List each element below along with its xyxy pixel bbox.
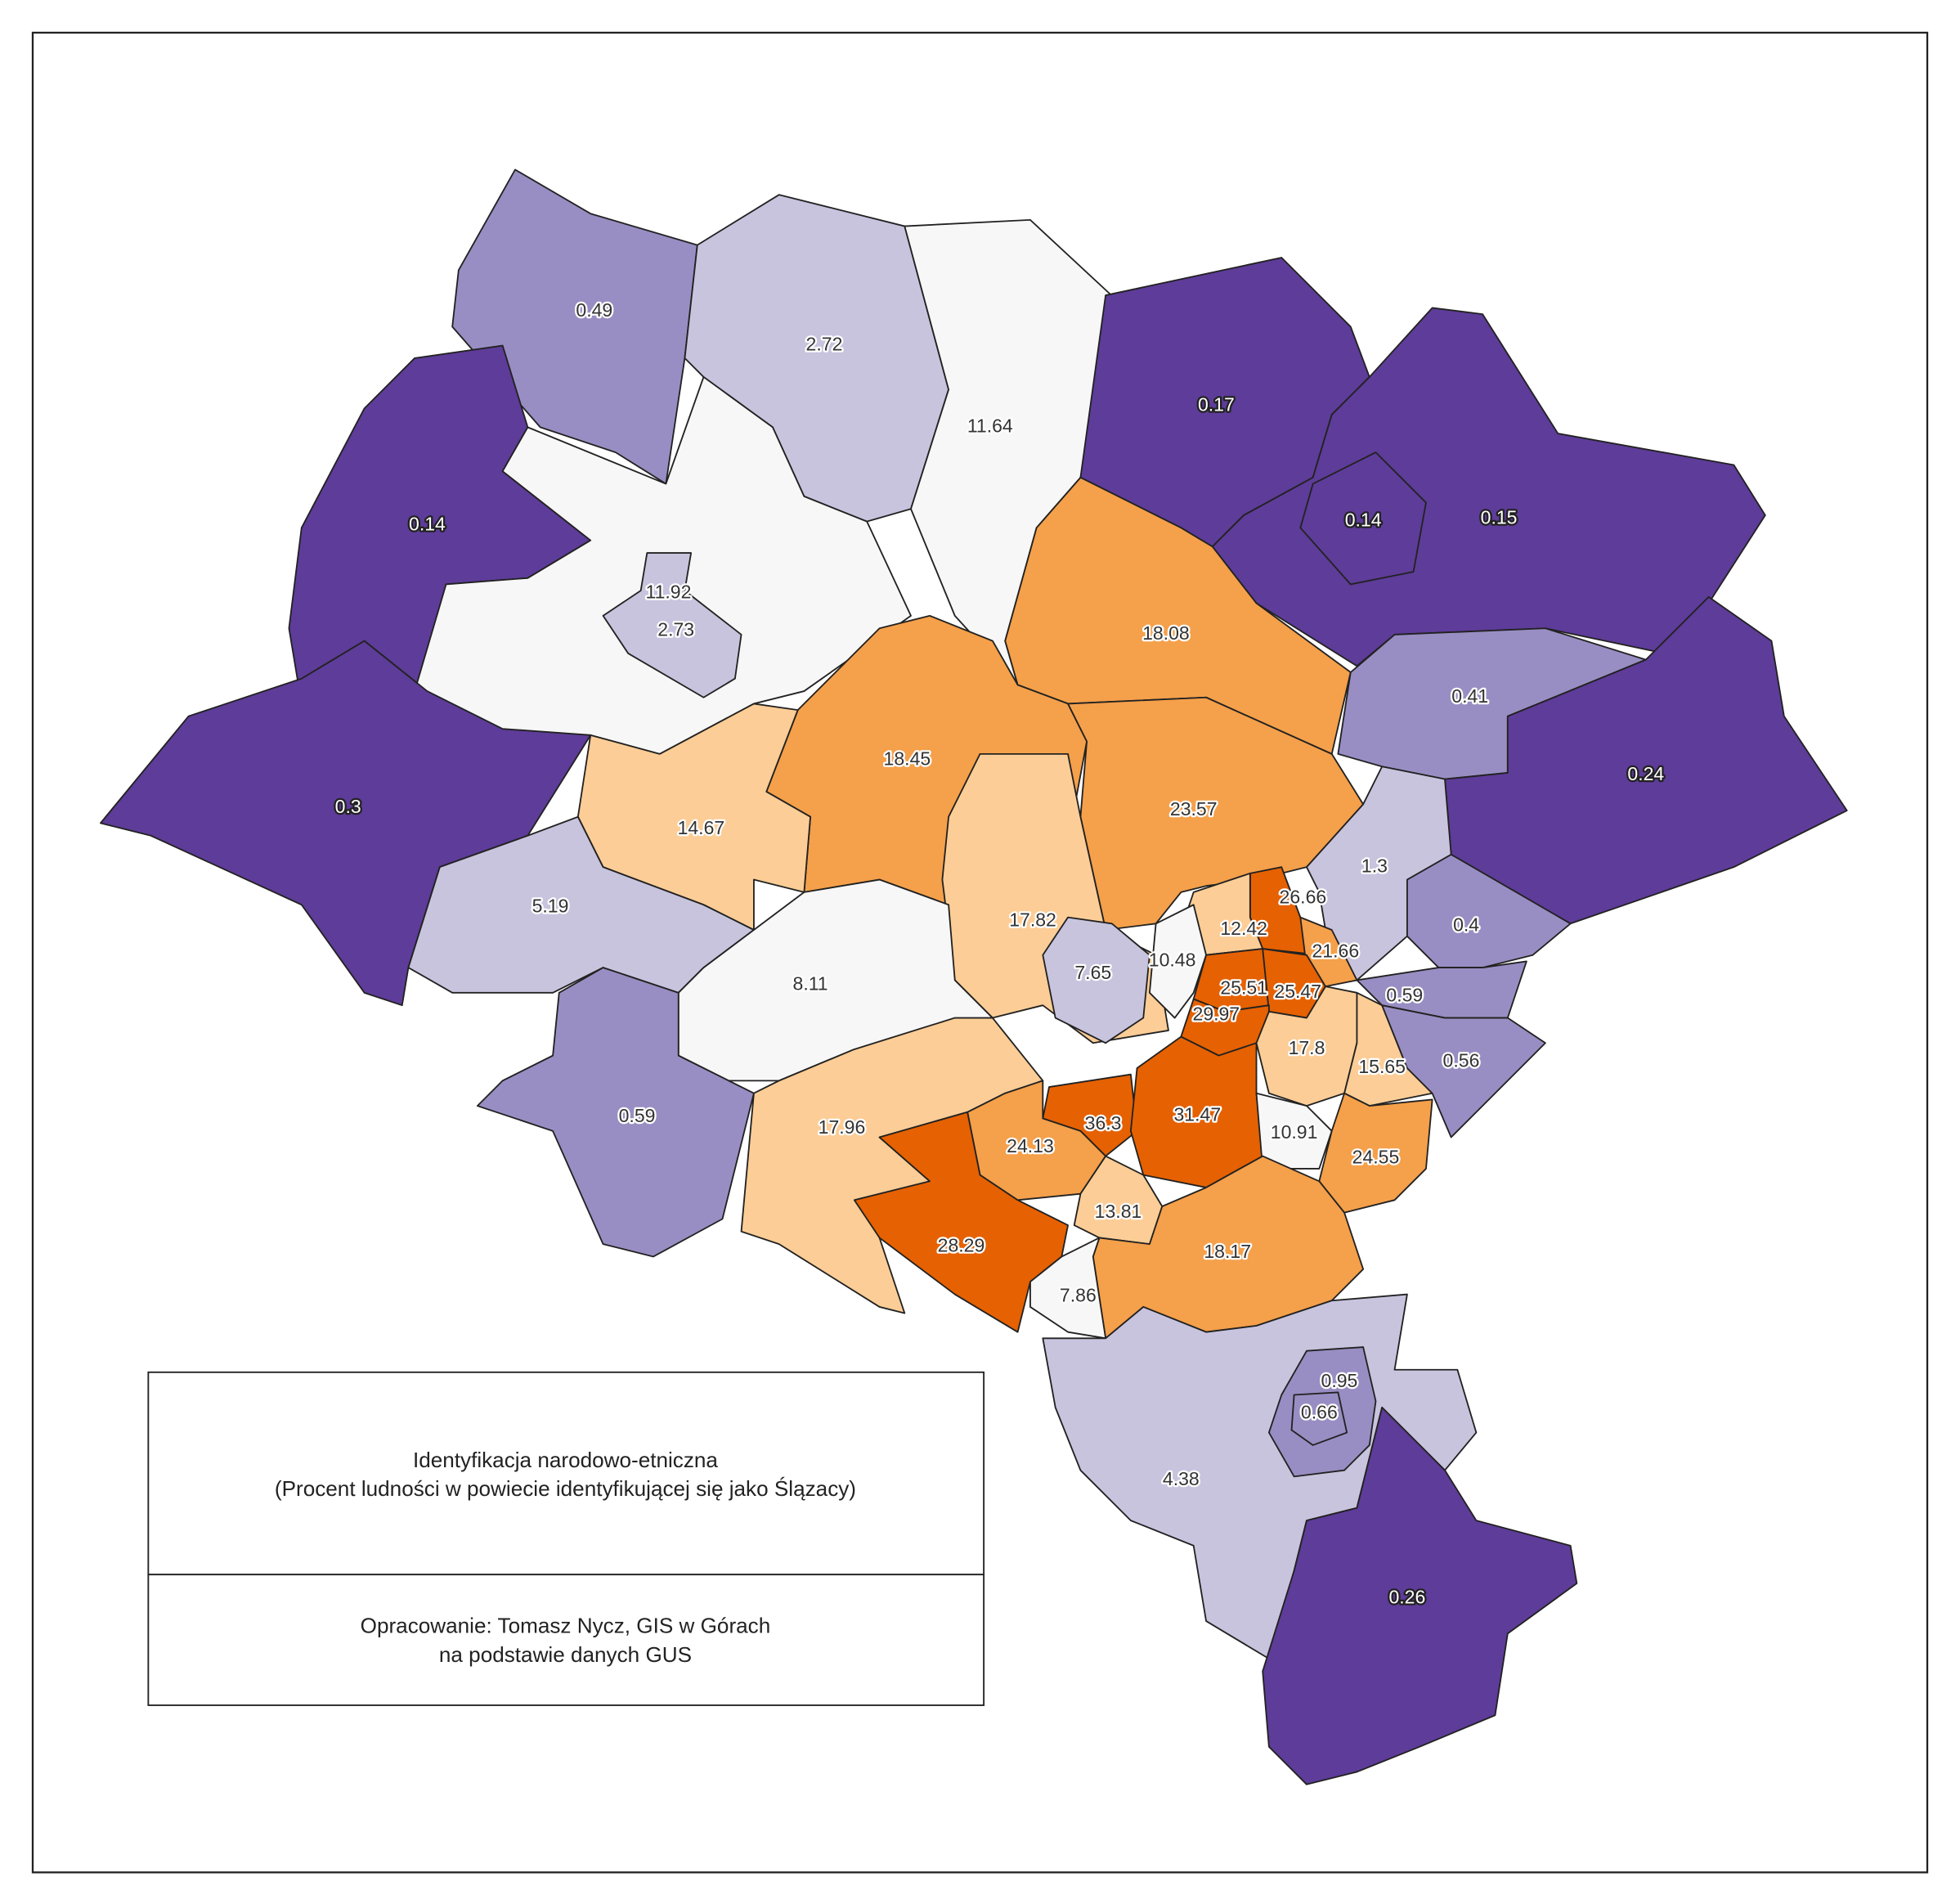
region-label: 10.48 bbox=[1149, 949, 1196, 970]
region-label: 7.65 bbox=[1074, 962, 1111, 983]
region-label: 4.38 bbox=[1163, 1468, 1200, 1489]
region bbox=[1029, 1237, 1107, 1340]
region-label: 24.55 bbox=[1352, 1147, 1400, 1168]
region-label: 7.86 bbox=[1060, 1285, 1097, 1306]
region-label: 0.24 bbox=[1627, 763, 1664, 784]
region-label: 29.97 bbox=[1193, 1004, 1240, 1025]
region-label: 17.96 bbox=[819, 1116, 866, 1138]
region bbox=[1406, 853, 1572, 969]
region-label: 1.3 bbox=[1361, 855, 1388, 876]
regions bbox=[100, 168, 1848, 1785]
region-label: 0.17 bbox=[1198, 393, 1235, 415]
region-label: 17.8 bbox=[1289, 1037, 1325, 1058]
region-label: 0.49 bbox=[576, 299, 612, 321]
legend-box bbox=[147, 1371, 985, 1576]
region-label: 11.64 bbox=[967, 415, 1013, 436]
region-label: 17.82 bbox=[1009, 909, 1056, 930]
region bbox=[1290, 1391, 1348, 1446]
region-label: 0.95 bbox=[1321, 1370, 1358, 1391]
region-label: 0.59 bbox=[619, 1105, 656, 1126]
region-label: 11.92 bbox=[645, 581, 691, 602]
labels: 0.49 2.72 11.64 0.17 0.15 0.14 0.14 11.92 2.73 18… bbox=[333, 298, 1666, 1610]
region-label: 0.26 bbox=[1388, 1586, 1425, 1607]
region-label: 0.14 bbox=[1345, 510, 1382, 531]
region-label: 5.19 bbox=[532, 895, 569, 916]
region-label: 0.15 bbox=[1481, 507, 1518, 528]
region bbox=[602, 552, 742, 698]
region-label: 24.13 bbox=[1007, 1135, 1054, 1156]
region-label: 25.51 bbox=[1220, 977, 1267, 998]
region-label: 8.11 bbox=[793, 973, 828, 995]
region-label: 0.59 bbox=[1386, 985, 1423, 1006]
region-label: 25.47 bbox=[1274, 981, 1321, 1002]
region-label: 14.67 bbox=[678, 817, 725, 838]
legend-title: Identyfikacja narodowo-etniczna bbox=[413, 1448, 718, 1472]
region-label: 36.3 bbox=[1085, 1112, 1122, 1134]
region-label: 0.56 bbox=[1443, 1049, 1480, 1071]
region bbox=[1381, 1004, 1546, 1138]
region-label: 0.41 bbox=[1451, 685, 1488, 707]
region-label: 10.91 bbox=[1271, 1121, 1318, 1143]
credit-box bbox=[147, 1574, 985, 1706]
region bbox=[1149, 904, 1207, 1019]
region-label: 18.17 bbox=[1204, 1241, 1251, 1262]
region-label: 0.3 bbox=[335, 796, 361, 817]
region-label: 0.14 bbox=[409, 513, 446, 534]
region bbox=[1042, 916, 1150, 1044]
region-label: 26.66 bbox=[1280, 887, 1327, 908]
region-label: 28.29 bbox=[938, 1234, 985, 1255]
legend-subtitle: (Procent ludności w powiecie identyfikuj… bbox=[275, 1476, 856, 1501]
region-label: 15.65 bbox=[1358, 1056, 1406, 1077]
region-label: 0.4 bbox=[1453, 914, 1479, 935]
region-label: 18.45 bbox=[884, 748, 931, 770]
region-label: 2.73 bbox=[657, 618, 694, 640]
region-label: 18.08 bbox=[1142, 622, 1190, 644]
region-label: 13.81 bbox=[1095, 1201, 1142, 1222]
region bbox=[476, 967, 755, 1258]
region-label: 21.66 bbox=[1312, 941, 1360, 962]
credit: na podstawie danych GUS bbox=[439, 1642, 692, 1667]
region-label: 31.47 bbox=[1173, 1103, 1221, 1125]
region-label: 23.57 bbox=[1170, 798, 1218, 820]
region bbox=[1299, 451, 1427, 586]
credit: Opracowanie: Tomasz Nycz, GIS w Górach bbox=[361, 1614, 771, 1638]
region-label: 2.72 bbox=[806, 334, 843, 355]
region-label: 0.66 bbox=[1301, 1402, 1338, 1423]
region-label: 12.42 bbox=[1220, 918, 1267, 939]
region bbox=[1262, 1406, 1578, 1785]
